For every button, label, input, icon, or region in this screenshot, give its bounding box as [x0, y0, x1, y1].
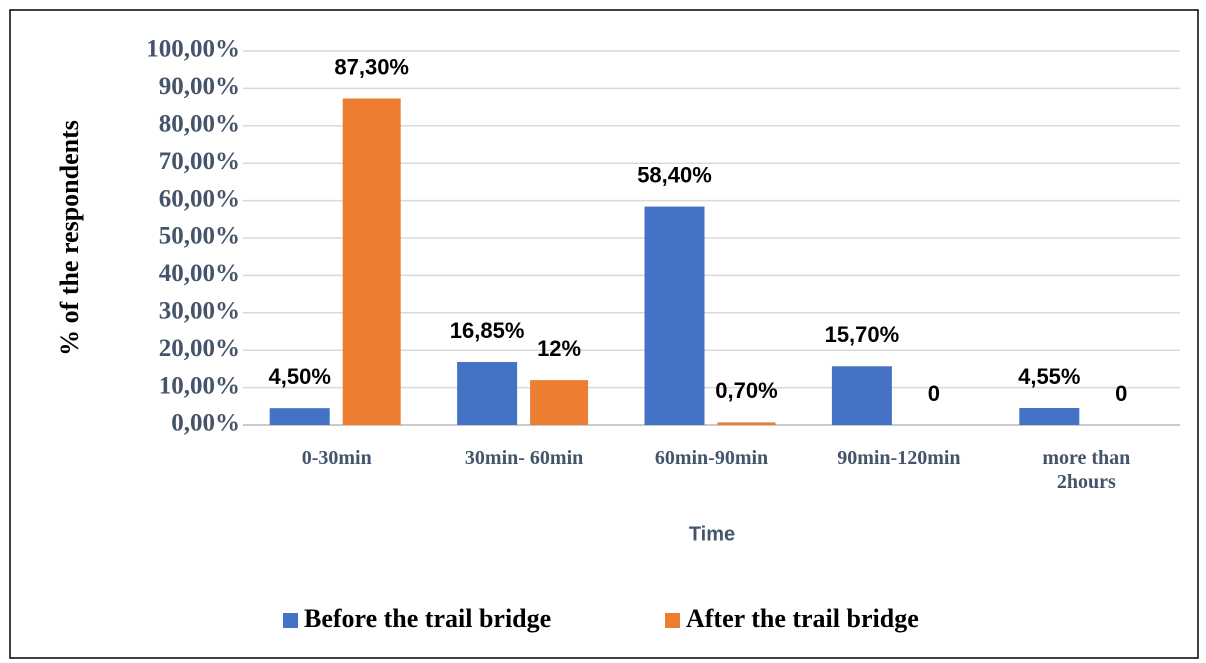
data-label: 0 [928, 381, 940, 406]
data-label: 16,85% [450, 318, 525, 343]
y-tick-label: 50,00% [159, 223, 240, 250]
bar [342, 98, 401, 426]
x-tick-label: 90min-120min [837, 447, 961, 469]
data-label: 4,50% [269, 364, 331, 389]
data-label: 58,40% [637, 162, 712, 187]
data-label: 0,70% [715, 378, 777, 403]
y-tick-label: 60,00% [159, 185, 240, 212]
legend-label: After the trail bridge [686, 604, 919, 633]
y-tick-label: 80,00% [159, 111, 240, 138]
x-tick-label: more than 2hours [1042, 447, 1131, 493]
y-tick-label: 70,00% [159, 148, 240, 175]
bar [530, 380, 589, 425]
legend-label: Before the trail bridge [304, 604, 551, 633]
x-axis-title: Time [689, 523, 735, 545]
y-tick-label: 40,00% [159, 260, 240, 287]
data-label: 4,55% [1018, 364, 1080, 389]
bar [717, 422, 776, 425]
data-label: 87,30% [334, 54, 409, 79]
y-tick-label: 0,00% [171, 410, 240, 437]
bar [1019, 407, 1080, 425]
x-tick-label: 30min- 60min [464, 447, 584, 469]
data-label: 12% [537, 336, 581, 361]
bar [831, 366, 892, 425]
legend-swatch [665, 613, 680, 628]
data-label: 15,70% [825, 322, 900, 347]
x-tick-label: 60min-90min [654, 447, 769, 469]
chart-frame [9, 9, 1199, 659]
y-tick-label: 30,00% [159, 298, 240, 325]
y-axis-title: % of the respondents [55, 120, 84, 356]
data-label: 0 [1115, 381, 1127, 406]
bar [457, 361, 518, 425]
y-tick-label: 20,00% [159, 335, 240, 362]
y-tick-label: 10,00% [159, 372, 240, 399]
legend-swatch [283, 613, 298, 628]
bar [269, 408, 330, 425]
y-tick-label: 100,00% [146, 36, 240, 63]
bar [644, 206, 705, 425]
x-tick-label: 0-30min [301, 447, 372, 469]
y-tick-label: 90,00% [159, 73, 240, 100]
